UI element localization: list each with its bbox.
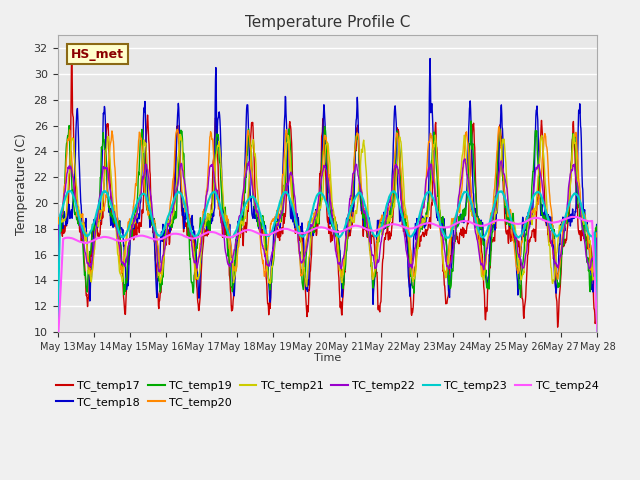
- Y-axis label: Temperature (C): Temperature (C): [15, 132, 28, 235]
- Legend: TC_temp17, TC_temp18, TC_temp19, TC_temp20, TC_temp21, TC_temp22, TC_temp23, TC_: TC_temp17, TC_temp18, TC_temp19, TC_temp…: [52, 376, 603, 412]
- X-axis label: Time: Time: [314, 353, 341, 363]
- Title: Temperature Profile C: Temperature Profile C: [244, 15, 410, 30]
- Text: HS_met: HS_met: [71, 48, 124, 60]
